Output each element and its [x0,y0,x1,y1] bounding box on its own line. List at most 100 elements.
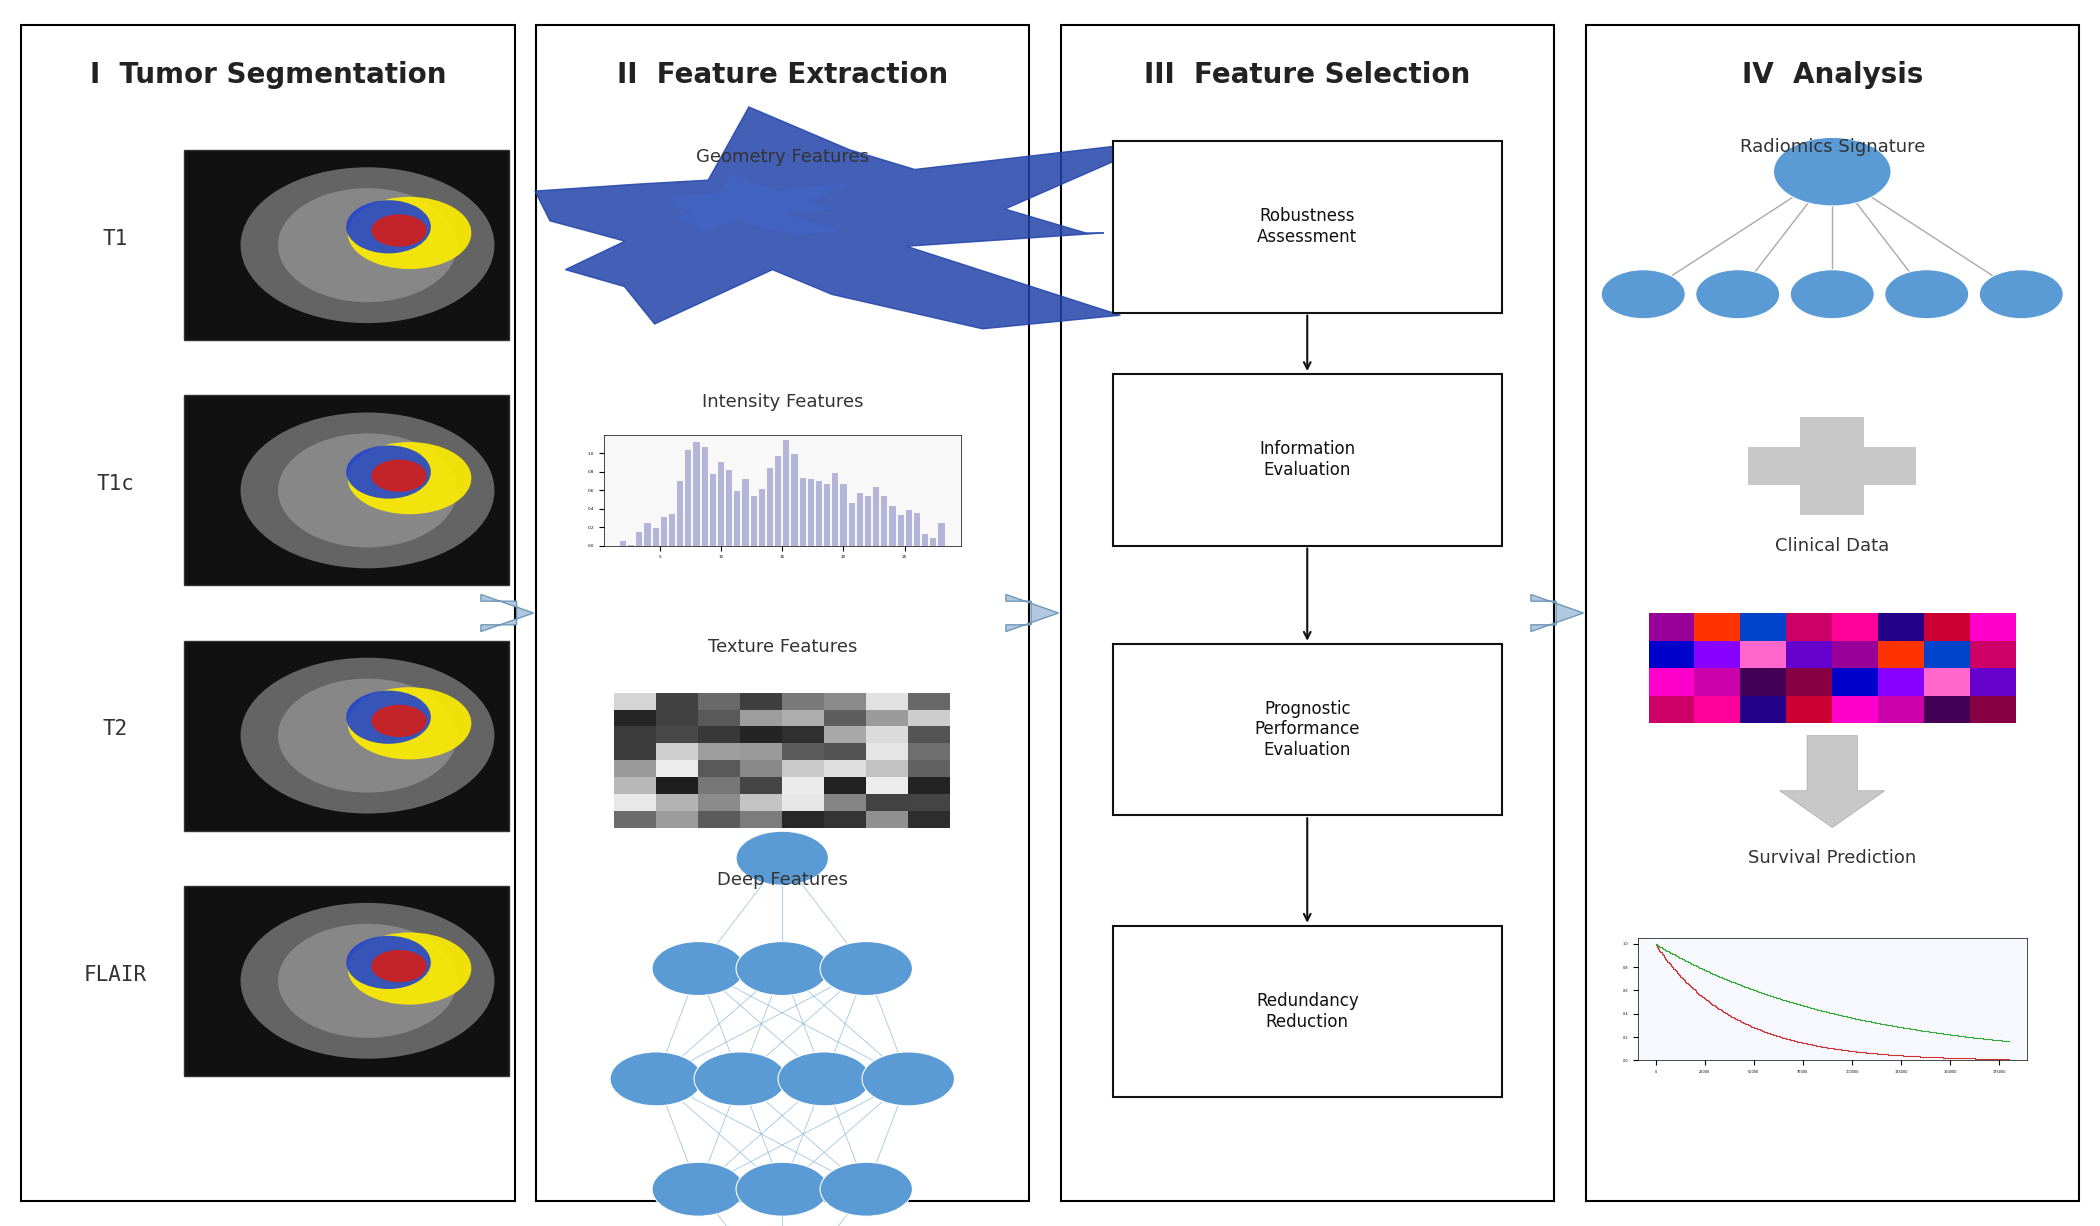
Bar [823,810,865,828]
Bar [655,743,697,760]
Text: II  Feature Extraction: II Feature Extraction [617,61,947,89]
Bar [739,693,781,710]
Bar [1831,613,1877,640]
Text: Deep Features: Deep Features [716,870,848,889]
Bar [865,693,907,710]
Ellipse shape [277,434,458,548]
Bar [1648,668,1695,695]
Bar [1924,613,1970,640]
Circle shape [1978,270,2062,319]
Bar [1877,640,1924,668]
Bar [823,693,865,710]
Circle shape [861,1052,953,1106]
Bar [1831,640,1877,668]
Bar [781,760,823,777]
Text: Radiomics Signature: Radiomics Signature [1739,139,1926,156]
Circle shape [609,1052,701,1106]
Bar [1648,613,1695,640]
Circle shape [651,1162,746,1216]
Bar [1877,695,1924,723]
Bar [907,726,949,743]
Bar [823,760,865,777]
Bar [907,760,949,777]
Bar [739,743,781,760]
Text: Redundancy
Reduction: Redundancy Reduction [1256,992,1359,1031]
Bar [613,710,655,726]
Text: Prognostic
Performance
Evaluation: Prognostic Performance Evaluation [1254,700,1361,759]
Polygon shape [1781,736,1886,828]
Circle shape [735,1162,827,1216]
Bar [697,810,739,828]
Ellipse shape [242,167,494,324]
Bar [1648,640,1695,668]
Bar [1787,640,1831,668]
Bar [1741,640,1787,668]
Ellipse shape [346,445,430,499]
Bar [823,743,865,760]
Ellipse shape [277,189,458,303]
Text: T1c: T1c [97,474,134,494]
FancyBboxPatch shape [185,151,508,341]
Bar [907,710,949,726]
Bar [1787,668,1831,695]
Ellipse shape [372,215,426,246]
Bar [697,743,739,760]
Bar [697,693,739,710]
Bar [781,794,823,810]
Text: Information
Evaluation: Information Evaluation [1260,440,1354,479]
FancyBboxPatch shape [536,25,1029,1201]
Bar [697,777,739,794]
Text: T2: T2 [103,720,128,739]
Bar [739,726,781,743]
Bar [1831,695,1877,723]
Ellipse shape [372,705,426,737]
FancyBboxPatch shape [1113,141,1502,313]
Text: T1: T1 [103,229,128,249]
Bar [1970,613,2016,640]
Bar [613,726,655,743]
Circle shape [651,942,746,996]
Bar [1695,640,1741,668]
Bar [655,777,697,794]
Ellipse shape [277,679,458,793]
Circle shape [777,1052,872,1106]
Bar [613,743,655,760]
Circle shape [735,942,827,996]
FancyBboxPatch shape [185,396,508,586]
Bar [655,794,697,810]
Bar [655,710,697,726]
Circle shape [1602,270,1686,319]
Circle shape [1789,270,1873,319]
Bar [1787,695,1831,723]
Bar [1924,695,1970,723]
Bar [781,777,823,794]
Ellipse shape [346,935,430,989]
Circle shape [1697,270,1781,319]
Bar [1924,640,1970,668]
Bar [1741,613,1787,640]
Bar [823,710,865,726]
Bar [865,794,907,810]
Bar [739,710,781,726]
Bar [697,710,739,726]
Circle shape [1772,137,1892,206]
Text: Texture Features: Texture Features [708,638,857,656]
Polygon shape [1747,417,1917,515]
Bar [865,710,907,726]
Polygon shape [670,175,848,234]
Bar [907,810,949,828]
Bar [1877,668,1924,695]
Ellipse shape [349,197,470,268]
Bar [781,743,823,760]
Bar [865,760,907,777]
Polygon shape [481,595,533,631]
Ellipse shape [277,924,458,1037]
Text: I  Tumor Segmentation: I Tumor Segmentation [90,61,445,89]
Bar [781,693,823,710]
Polygon shape [536,107,1159,329]
Bar [1695,613,1741,640]
Bar [1648,695,1695,723]
Bar [1831,668,1877,695]
FancyBboxPatch shape [1586,25,2079,1201]
FancyBboxPatch shape [1060,25,1554,1201]
